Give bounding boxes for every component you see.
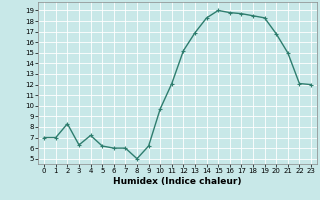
X-axis label: Humidex (Indice chaleur): Humidex (Indice chaleur): [113, 177, 242, 186]
